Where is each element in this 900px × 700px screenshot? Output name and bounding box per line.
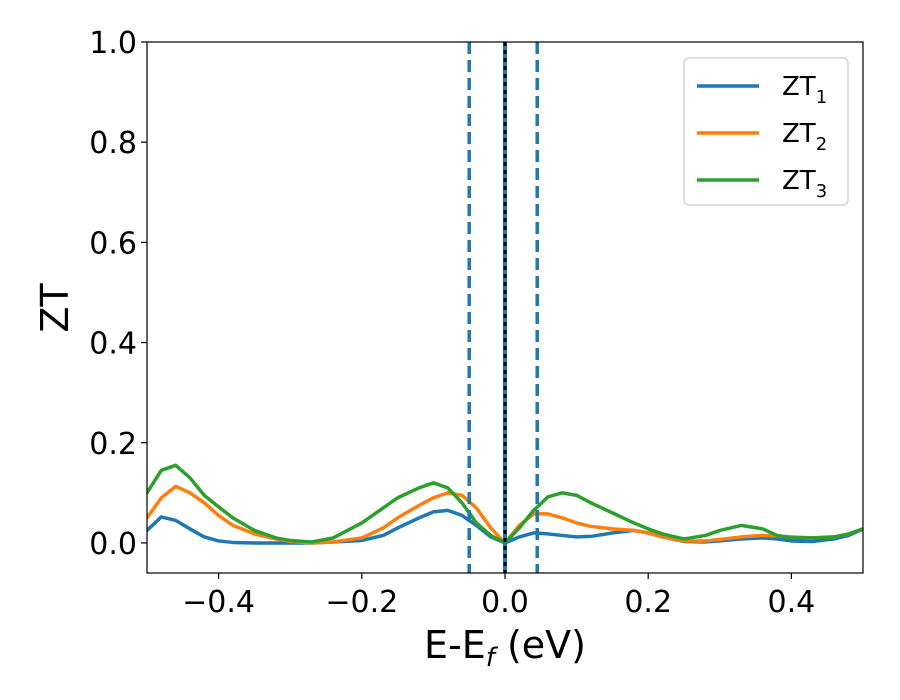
x-axis-label: E-Ef (eV) xyxy=(424,623,586,673)
x-tick-label: −0.2 xyxy=(325,585,398,620)
y-tick-label: 0.4 xyxy=(89,327,137,362)
x-tick-label: 0.2 xyxy=(624,585,672,620)
x-tick-label: −0.4 xyxy=(182,585,255,620)
legend-label-zt2: ZT2 xyxy=(782,119,827,155)
y-tick-label: 0.0 xyxy=(89,527,137,562)
plot-area xyxy=(147,42,863,573)
x-axis: −0.4 −0.2 0.0 0.2 0.4 xyxy=(182,573,815,620)
legend-label-zt3: ZT3 xyxy=(782,166,827,202)
y-axis-label: ZT xyxy=(33,283,77,333)
y-axis: 0.0 0.2 0.4 0.6 0.8 1.0 xyxy=(89,26,147,562)
y-tick-label: 0.6 xyxy=(89,226,137,261)
y-tick-label: 1.0 xyxy=(89,26,137,61)
y-tick-label: 0.8 xyxy=(89,126,137,161)
y-tick-label: 0.2 xyxy=(89,427,137,462)
legend: ZT1 ZT2 ZT3 xyxy=(683,57,849,206)
x-tick-label: 0.0 xyxy=(481,585,529,620)
legend-box xyxy=(683,57,849,206)
legend-label-zt1: ZT1 xyxy=(782,72,827,108)
x-tick-label: 0.4 xyxy=(768,585,816,620)
